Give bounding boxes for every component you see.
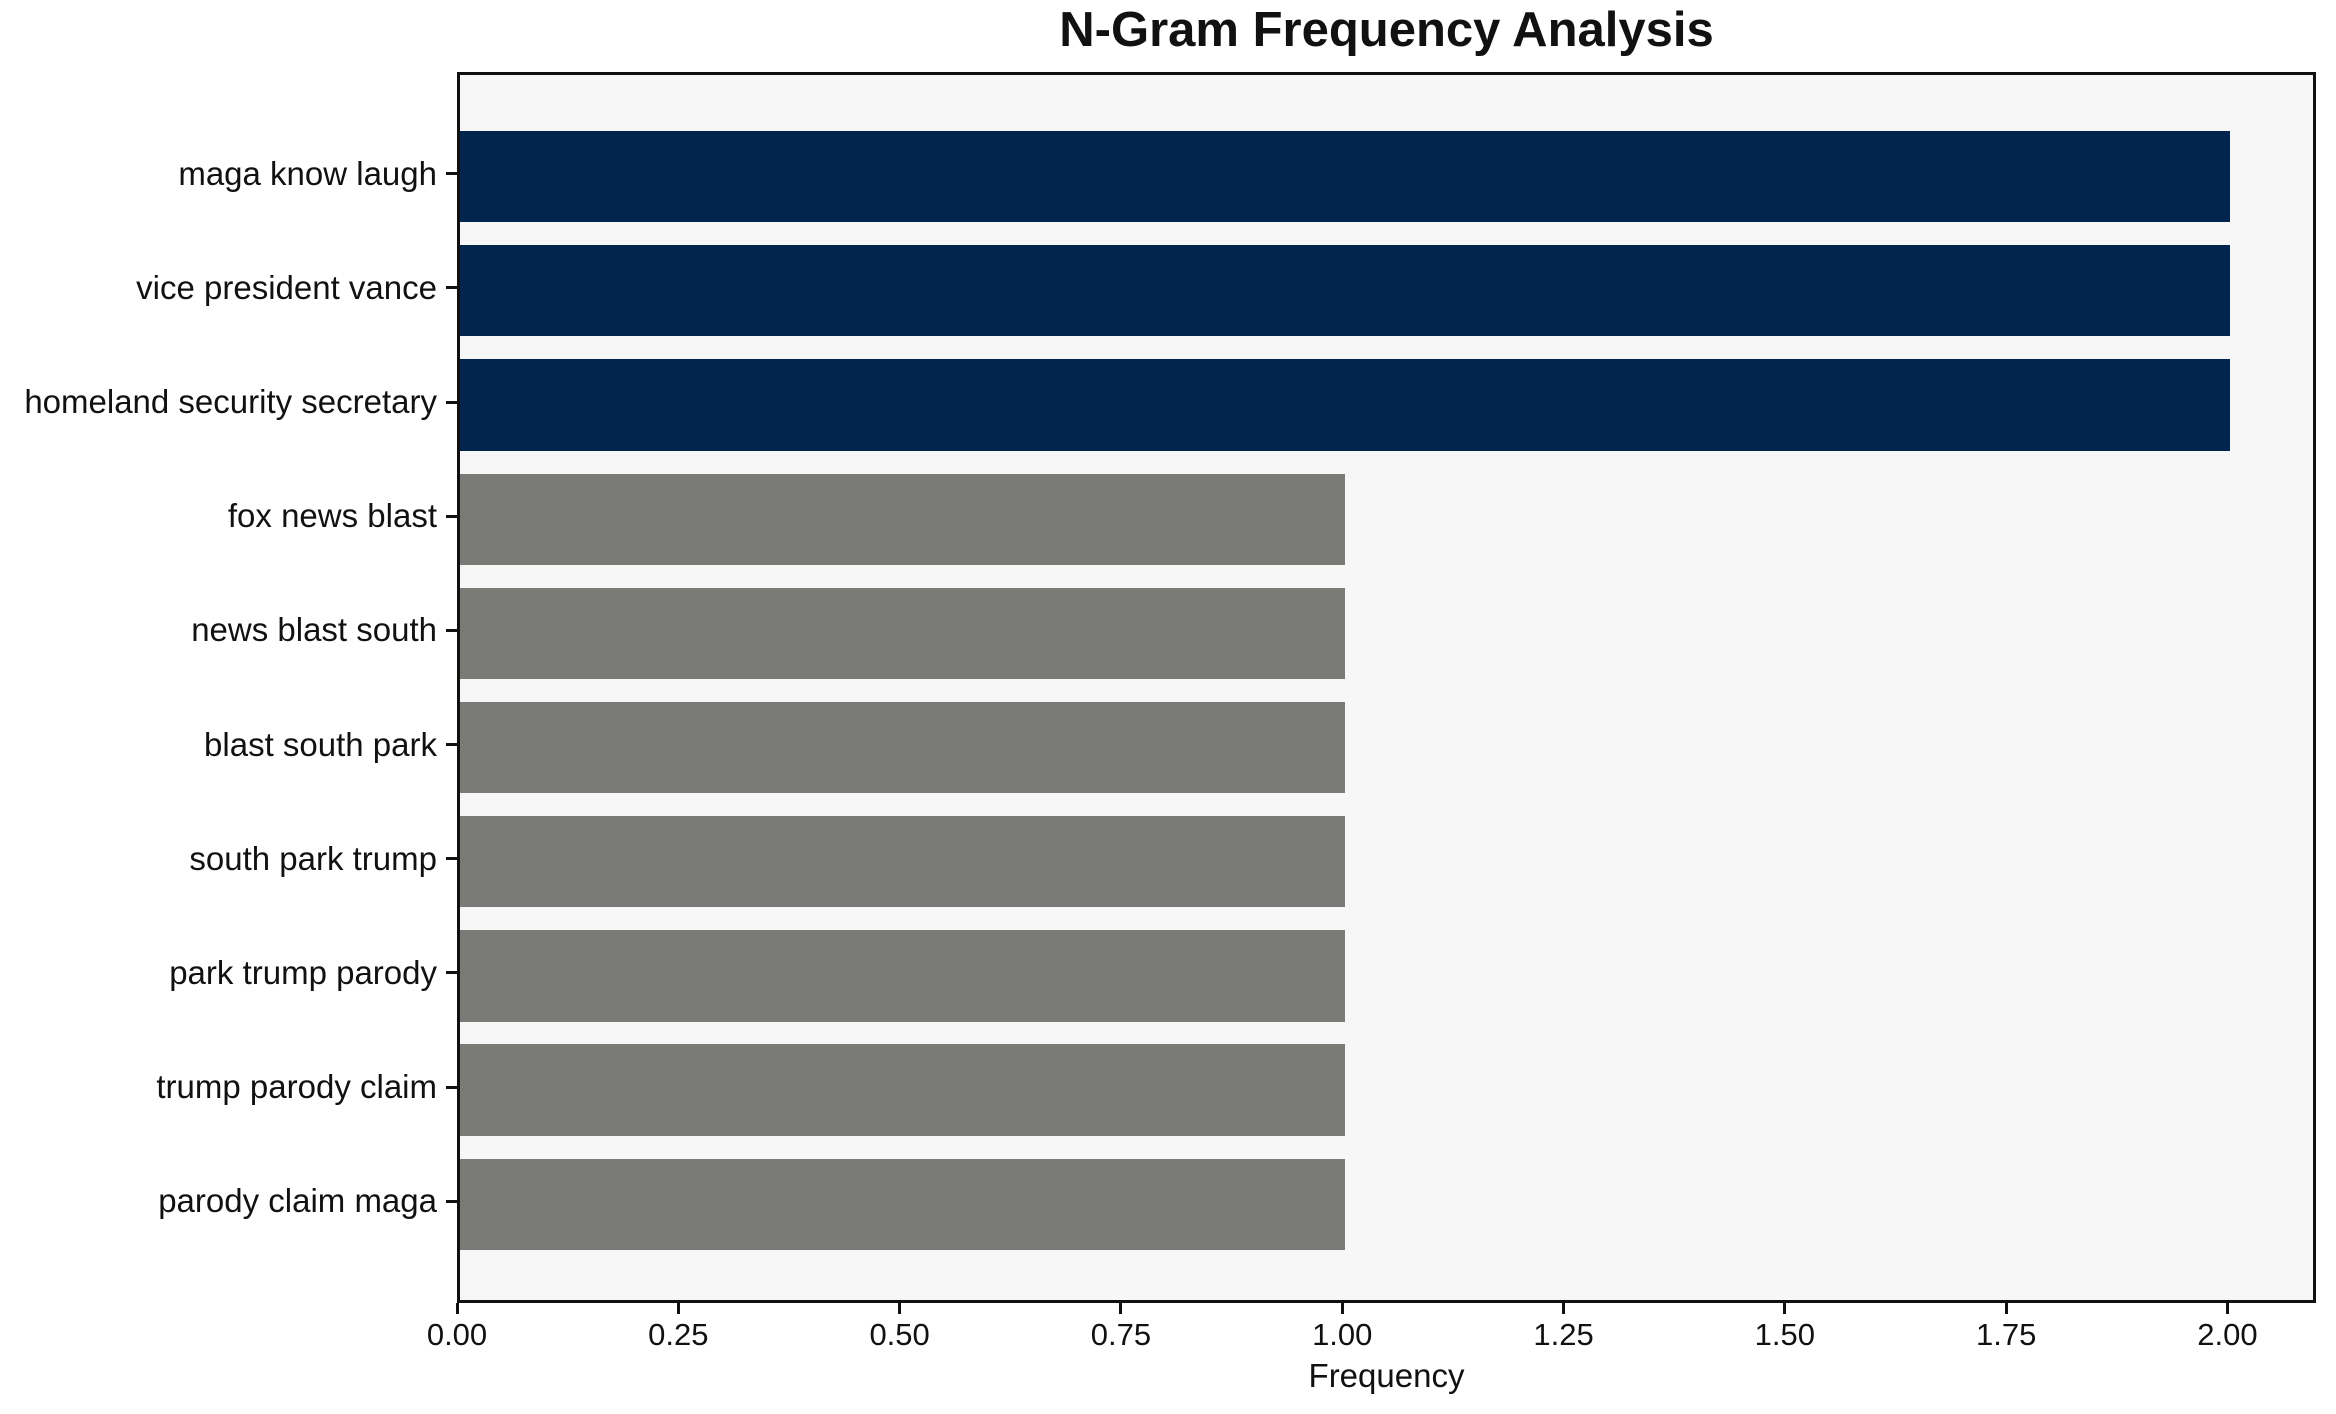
y-tick-mark (446, 971, 457, 975)
y-tick-mark (446, 1085, 457, 1089)
x-tick-label: 2.00 (2197, 1317, 2258, 1352)
x-tick-label: 0.00 (426, 1317, 488, 1352)
x-tick-label: 0.75 (1090, 1317, 1152, 1352)
x-tick-mark (676, 1303, 680, 1314)
y-tick-label: vice president vance (136, 268, 437, 306)
x-tick-label: 0.25 (648, 1317, 709, 1352)
bar-homeland-security-secretary (460, 359, 2231, 451)
bar-maga-know-laugh (460, 130, 2231, 223)
x-tick-mark (1783, 1303, 1787, 1314)
bar-fox-news-blast (460, 473, 1346, 565)
chart-title: N-Gram Frequency Analysis (1059, 3, 1714, 57)
y-tick-label: fox news blast (227, 497, 437, 535)
bar-south-park-trump (460, 816, 1346, 908)
bar-blast-south-park (460, 701, 1346, 794)
y-tick-label: parody claim maga (158, 1182, 437, 1220)
y-tick-mark (446, 514, 457, 518)
y-tick-mark (446, 286, 457, 290)
y-tick-label: south park trump (189, 839, 437, 877)
bar-trump-parody-claim (460, 1044, 1346, 1136)
y-tick-label: maga know laugh (178, 154, 437, 192)
x-tick-label: 1.25 (1533, 1317, 1594, 1352)
y-tick-mark (446, 1199, 457, 1203)
y-tick-mark (446, 857, 457, 861)
x-tick-label: 1.50 (1754, 1317, 1816, 1352)
x-tick-mark (1340, 1303, 1344, 1314)
y-tick-label: news blast south (191, 611, 437, 649)
y-tick-label: park trump parody (169, 953, 437, 991)
bar-news-blast-south (460, 587, 1346, 680)
x-tick-mark (1562, 1303, 1566, 1314)
x-tick-mark (2225, 1303, 2229, 1314)
x-tick-label: 1.00 (1312, 1317, 1373, 1352)
x-tick-label: 0.50 (869, 1317, 930, 1352)
x-tick-mark (2004, 1303, 2008, 1314)
y-tick-label: blast south park (204, 725, 437, 763)
plot-area (457, 72, 2316, 1303)
x-axis-label: Frequency (1308, 1357, 1465, 1394)
y-tick-mark (446, 628, 457, 632)
x-tick-mark (455, 1303, 459, 1314)
y-tick-label: homeland security secretary (24, 383, 437, 421)
y-tick-mark (446, 743, 457, 747)
bar-vice-president-vance (460, 245, 2231, 337)
y-tick-mark (446, 172, 457, 176)
bar-park-trump-parody (460, 930, 1346, 1022)
y-tick-label: trump parody claim (156, 1068, 437, 1106)
y-tick-mark (446, 400, 457, 404)
bar-parody-claim-maga (460, 1158, 1346, 1251)
x-tick-label: 1.75 (1975, 1317, 2037, 1352)
x-tick-mark (898, 1303, 902, 1314)
x-tick-mark (1119, 1303, 1123, 1314)
